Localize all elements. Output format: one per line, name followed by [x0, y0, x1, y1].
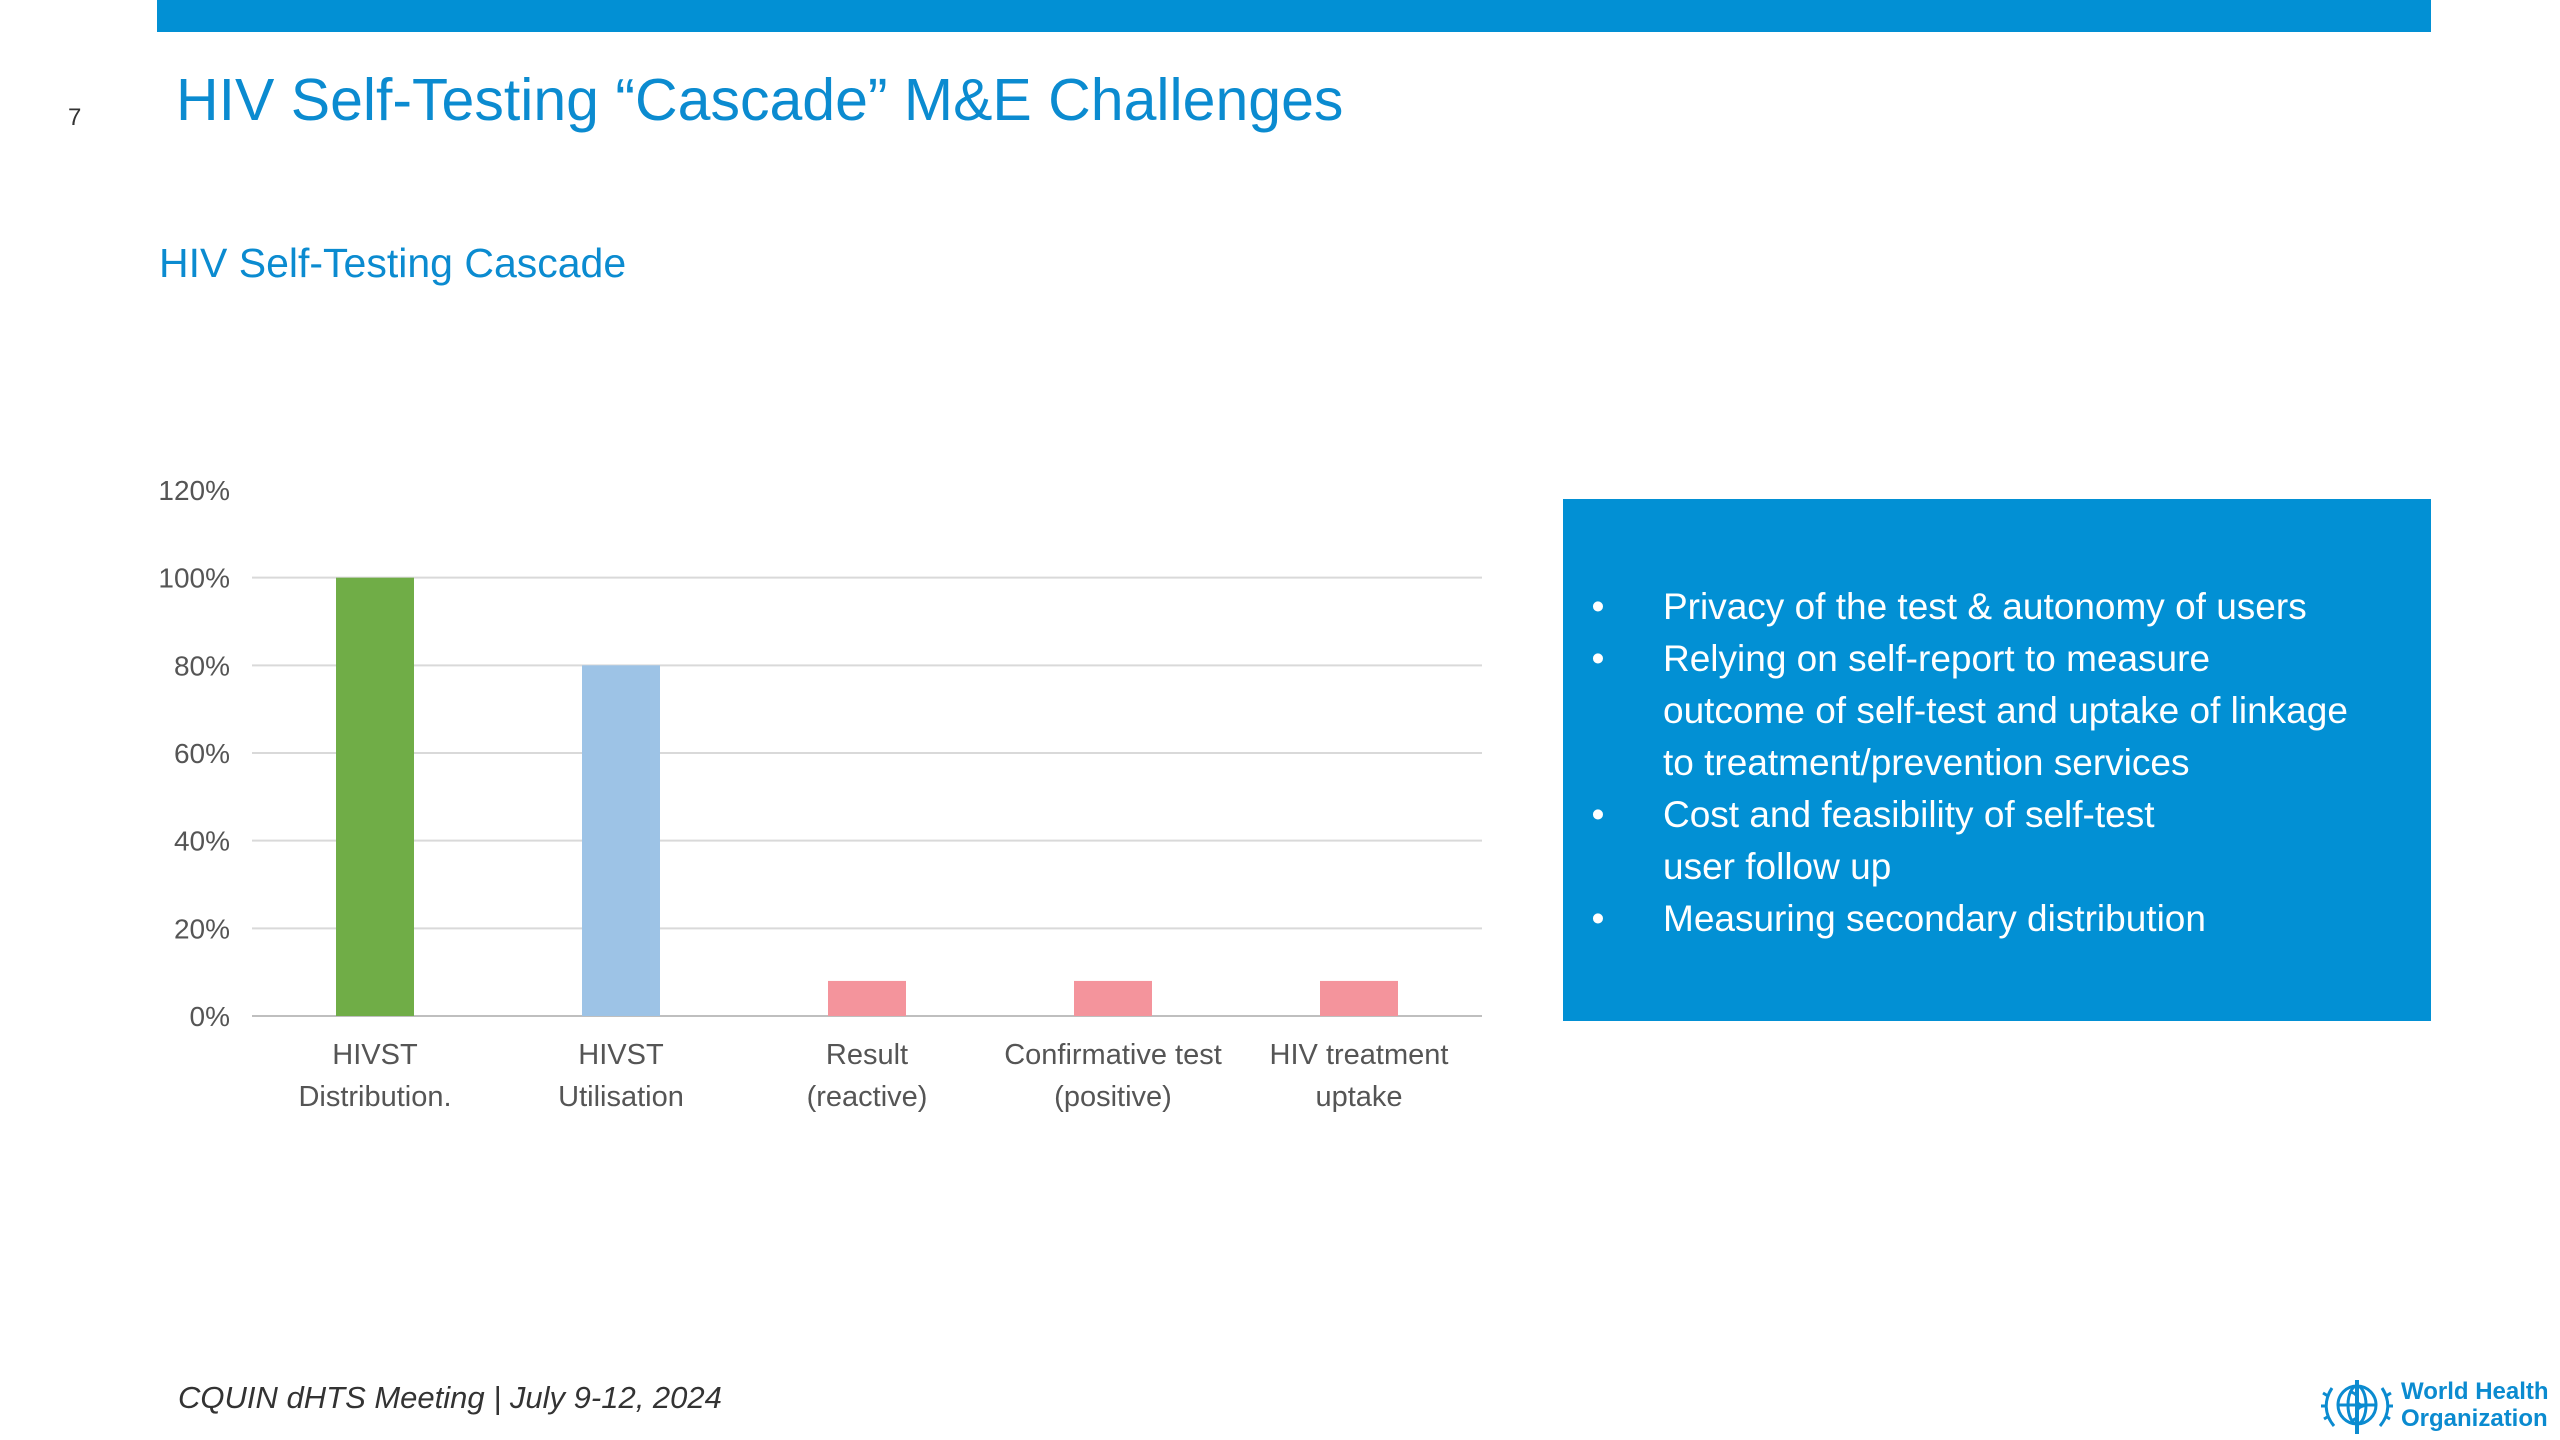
who-emblem-icon [2321, 1380, 2393, 1434]
y-tick-label: 100% [158, 563, 230, 594]
chart-title: HIV Self-Testing Cascade [159, 240, 627, 286]
who-logo: World Health Organization [2318, 1370, 2554, 1440]
x-tick-line: Confirmative test [1004, 1039, 1222, 1071]
challenge-item: • Cost and feasibility of self-test user f… [1583, 789, 2391, 893]
x-tick-line: HIVST [578, 1039, 664, 1071]
challenge-item: • Measuring secondary distribution [1583, 893, 2391, 945]
x-tick-line: (reactive) [807, 1081, 928, 1113]
bullet-icon: • [1591, 586, 1605, 627]
bar [1074, 980, 1152, 1016]
challenge-line: Cost and feasibility of self-test [1663, 794, 2155, 835]
y-tick-label: 80% [174, 650, 230, 681]
y-tick-label: 20% [174, 913, 230, 944]
x-tick-line: uptake [1315, 1081, 1402, 1113]
bullet-icon: • [1591, 794, 1605, 835]
who-wordmark-line2: Organization [2401, 1405, 2548, 1432]
bullet-icon: • [1591, 898, 1605, 939]
y-tick-label: 120% [158, 475, 230, 506]
y-tick-label: 0% [190, 1001, 230, 1032]
x-tick-label: Result (reactive) [807, 1039, 928, 1113]
x-tick-line: Result [826, 1039, 908, 1071]
x-tick-label: Confirmative test (positive) [1004, 1039, 1222, 1113]
challenge-line: Measuring secondary distribution [1663, 898, 2206, 939]
slide-title: HIV Self-Testing “Cascade” M&E Challenge… [176, 67, 1344, 133]
challenge-item: • Privacy of the test & autonomy of users [1583, 581, 2391, 633]
x-tick-line: Utilisation [558, 1081, 684, 1113]
who-wordmark: World Health Organization [2401, 1378, 2549, 1432]
challenges-box: • Privacy of the test & autonomy of users… [1563, 499, 2431, 1021]
challenges-list: • Privacy of the test & autonomy of users… [1583, 581, 2391, 945]
x-tick-line: HIV treatment [1270, 1039, 1449, 1071]
x-tick-label: HIVST Distribution. [298, 1039, 451, 1113]
bar [336, 577, 414, 1016]
bullet-icon: • [1591, 638, 1605, 679]
slide-number: 7 [68, 104, 82, 131]
y-tick-label: 40% [174, 826, 230, 857]
bar [1320, 980, 1398, 1016]
challenge-line: Relying on self-report to measure [1663, 638, 2211, 679]
x-tick-line: (positive) [1054, 1081, 1172, 1113]
bar [828, 980, 906, 1016]
footer-meeting-text: CQUIN dHTS Meeting | July 9-12, 2024 [178, 1380, 722, 1415]
cascade-bar-chart: 0% 20% 40% 60% 80% 100% 120% HIVST Distribution.… [158, 475, 1482, 1113]
challenge-item: • Relying on self-report to measure outcom… [1583, 633, 2391, 789]
challenge-line: Privacy of the test & autonomy of users [1663, 586, 2307, 627]
y-tick-label: 60% [174, 738, 230, 769]
challenge-line: outcome of self-test and uptake of linka… [1663, 690, 2348, 731]
x-tick-label: HIV treatment uptake [1270, 1039, 1449, 1113]
x-tick-line: Distribution. [298, 1081, 451, 1113]
x-tick-line: HIVST [332, 1039, 418, 1071]
bar [582, 665, 660, 1016]
top-accent-bar [157, 0, 2431, 32]
x-tick-label: HIVST Utilisation [558, 1039, 684, 1113]
challenge-line: to treatment/prevention services [1663, 742, 2190, 783]
challenge-line: user follow up [1663, 846, 1892, 887]
who-wordmark-line1: World Health [2401, 1378, 2549, 1405]
